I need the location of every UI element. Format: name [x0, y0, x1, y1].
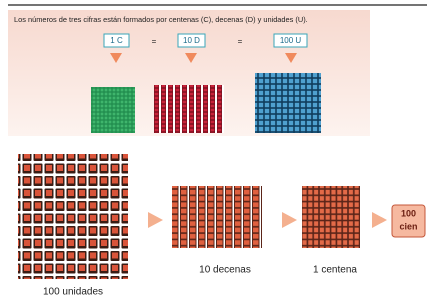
equation-item: = — [238, 37, 243, 46]
unit-cubes — [18, 154, 128, 279]
equation-item: = — [152, 37, 157, 46]
equation-item: 10 D — [183, 36, 200, 45]
label-units: 100 unidades — [43, 287, 103, 296]
result-number: 100 — [401, 208, 416, 218]
hundred-block-green — [91, 87, 135, 133]
result-word: cien — [399, 221, 417, 231]
units-cubes-blue — [255, 73, 321, 133]
label-hundred: 1 centena — [313, 265, 357, 276]
ten-rods — [172, 186, 262, 248]
label-tens: 10 decenas — [199, 265, 251, 276]
equation-item: 100 U — [280, 36, 302, 45]
tens-rods-red — [154, 85, 224, 133]
arrow — [282, 212, 297, 228]
header-text: Los números de tres cifras están formado… — [14, 15, 308, 24]
arrow — [372, 212, 387, 228]
page: Los números de tres cifras están formado… — [0, 0, 427, 296]
hundred-flat — [302, 186, 360, 248]
arrow — [148, 212, 163, 228]
equation-item: 1 C — [110, 36, 123, 45]
